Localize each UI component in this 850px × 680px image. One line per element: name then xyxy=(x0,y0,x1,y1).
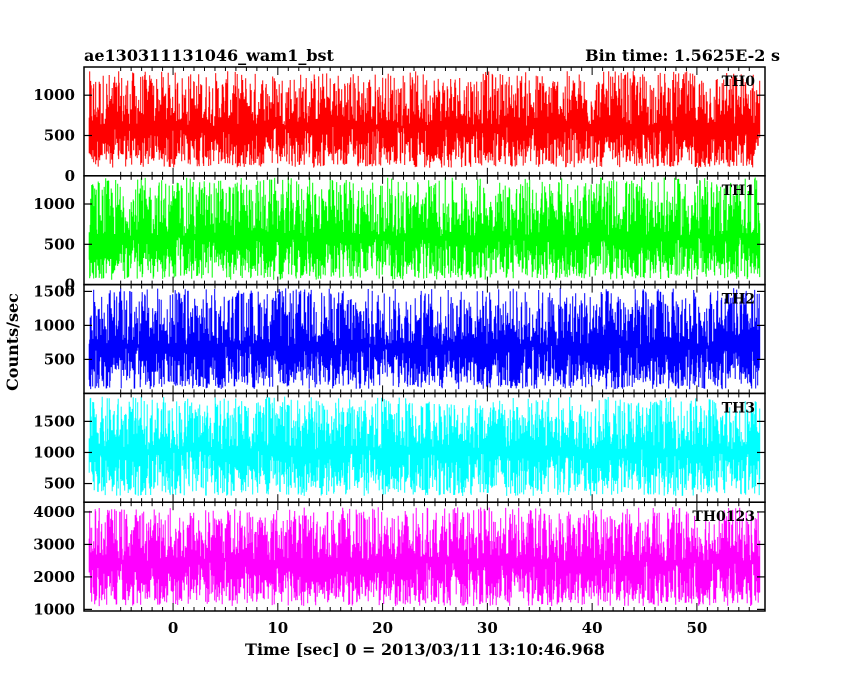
panel-th0123: 4000 3000 2000 1000 TH0123 xyxy=(33,501,766,618)
panel-label: TH0 xyxy=(722,74,756,90)
chart-title-right: Bin time: 1.5625E-2 s xyxy=(585,46,780,65)
panel-th1: 1000 500 0 TH1 xyxy=(33,175,766,294)
y-tick-label: 1500 xyxy=(33,412,75,430)
x-tick-label: 10 xyxy=(267,619,288,637)
panels-group: 10005000TH010005000TH115001000500TH21500… xyxy=(33,66,766,618)
series-th0123 xyxy=(88,507,761,607)
chart-title-left: ae130311131046_wam1_bst xyxy=(84,46,335,65)
panel-th2: 1500 1000 500 TH2 xyxy=(33,282,766,395)
y-tick-label: 500 xyxy=(44,350,75,368)
series-th2 xyxy=(88,288,761,390)
y-tick-label: 0 xyxy=(65,167,75,185)
y-tick-label: 500 xyxy=(44,235,75,253)
x-axis-label: Time [sec] 0 = 2013/03/11 13:10:46.968 xyxy=(245,640,605,659)
y-tick-label: 500 xyxy=(44,127,75,145)
panel-th3: 1500 1000 500 TH3 xyxy=(33,392,766,503)
y-tick-label: 4000 xyxy=(33,503,75,521)
panel-label: TH1 xyxy=(722,183,755,199)
y-tick-label: 0 xyxy=(65,276,75,294)
y-tick-label: 1000 xyxy=(33,86,75,104)
panel-label: TH0123 xyxy=(692,509,755,525)
y-tick-label: 2000 xyxy=(33,568,75,586)
series-th1 xyxy=(88,177,761,280)
y-axis-label: Counts/sec xyxy=(3,293,22,391)
x-tick-label: 0 xyxy=(168,619,178,637)
y-tick-label: 1500 xyxy=(33,282,75,300)
x-tick-label: 50 xyxy=(686,619,707,637)
panel-label: TH3 xyxy=(722,400,755,416)
y-tick-label: 500 xyxy=(44,475,75,493)
y-tick-label: 1000 xyxy=(33,443,75,461)
x-tick-label: 40 xyxy=(582,619,603,637)
x-tick-label: 20 xyxy=(372,619,393,637)
series-th3 xyxy=(88,396,761,496)
y-tick-label: 1000 xyxy=(33,600,75,618)
x-tick-label: 30 xyxy=(477,619,498,637)
x-tick-labels: 0 10 20 30 40 50 xyxy=(168,619,708,637)
y-tick-label: 1000 xyxy=(33,195,75,213)
y-tick-label: 3000 xyxy=(33,535,75,553)
panel-th0: 1000 500 0 TH0 xyxy=(33,66,766,185)
y-tick-label: 1000 xyxy=(33,316,75,334)
series-th0 xyxy=(88,71,761,168)
panel-label: TH2 xyxy=(722,292,755,308)
